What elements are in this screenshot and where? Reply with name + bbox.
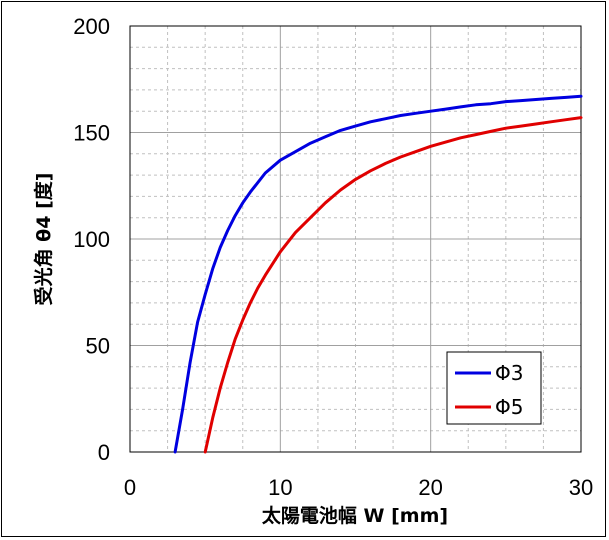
x-tick-label: 20: [418, 475, 442, 500]
y-tick-label: 150: [73, 121, 110, 146]
legend-box: [446, 351, 542, 425]
legend: Φ3 Φ5: [446, 351, 542, 425]
y-tick-label: 50: [86, 334, 110, 359]
x-axis-ticks: 0 10 20 30: [124, 475, 593, 500]
y-tick-label: 100: [73, 227, 110, 252]
x-tick-label: 30: [569, 475, 593, 500]
x-tick-label: 10: [268, 475, 292, 500]
plot-border: [129, 25, 582, 453]
y-tick-label: 0: [98, 440, 110, 465]
x-axis-title: 太陽電池幅 W [mm]: [262, 504, 448, 527]
y-axis-title: 受光角 θ4 [度]: [32, 173, 55, 306]
series-lines: [173, 94, 583, 454]
x-tick-label: 0: [124, 475, 136, 500]
legend-label-phi5: Φ5: [495, 395, 523, 419]
series-line-phi5: [203, 116, 583, 454]
y-axis-ticks: 0 50 100 150 200: [73, 14, 110, 465]
series-line-phi3: [173, 94, 583, 454]
y-tick-label: 200: [73, 14, 110, 39]
legend-label-phi3: Φ3: [495, 361, 523, 385]
